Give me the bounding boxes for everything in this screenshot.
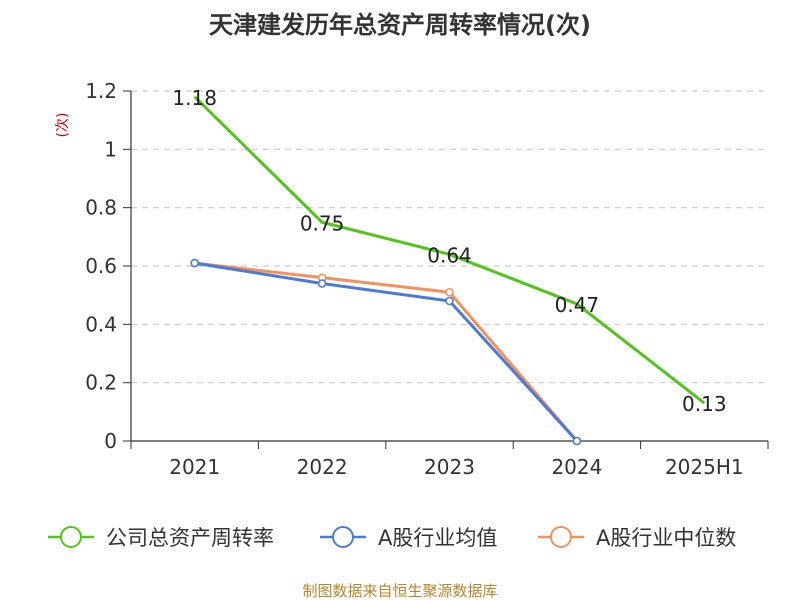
y-tick-label: 1.2 xyxy=(85,79,117,103)
series-group xyxy=(190,95,706,446)
source-note: 制图数据来自恒生聚源数据库 xyxy=(302,582,497,600)
y-tick-label: 0.8 xyxy=(85,196,117,220)
legend-label: A股行业中位数 xyxy=(596,526,736,550)
series-line xyxy=(194,261,579,442)
data-label: 1.18 xyxy=(172,86,217,110)
x-tick-label: 2023 xyxy=(424,455,475,479)
legend-marker xyxy=(550,526,572,548)
x-ticks: 2021 2022 2023 2024 2025H1 xyxy=(169,455,743,479)
y-tick-label: 0.6 xyxy=(85,254,117,278)
legend-item[interactable]: A股行业中位数 xyxy=(538,526,736,550)
y-ticks: 0 0.2 0.4 0.6 0.8 1 1.2 xyxy=(85,79,117,453)
data-point xyxy=(572,436,582,446)
axes xyxy=(123,90,769,449)
x-tick-label: 2024 xyxy=(551,455,602,479)
legend-marker xyxy=(60,526,82,548)
y-axis-label: (次) xyxy=(55,113,71,138)
x-tick-label: 2021 xyxy=(169,455,220,479)
legend-item[interactable]: A股行业均值 xyxy=(320,526,497,550)
y-tick-label: 1 xyxy=(104,137,117,161)
x-tick-label: 2022 xyxy=(297,455,348,479)
series-line xyxy=(194,261,579,443)
data-label: 0.64 xyxy=(427,243,472,267)
data-label: 0.13 xyxy=(682,392,727,416)
data-point xyxy=(445,287,454,297)
legend[interactable]: 公司总资产周转率 A股行业均值 A股行业中位数 xyxy=(48,526,736,550)
data-label: 0.75 xyxy=(300,211,345,235)
y-tick-label: 0.2 xyxy=(85,371,117,395)
data-point xyxy=(317,279,327,288)
x-tick-label: 2025H1 xyxy=(665,455,744,479)
series-line xyxy=(193,95,706,405)
legend-label: A股行业均值 xyxy=(378,526,497,550)
data-point xyxy=(190,258,199,268)
data-point xyxy=(445,296,454,306)
data-labels: 1.18 0.75 0.64 0.47 0.13 xyxy=(172,86,726,416)
y-tick-label: 0.4 xyxy=(85,312,117,336)
legend-item[interactable]: 公司总资产周转率 xyxy=(48,526,274,550)
gridlines xyxy=(131,90,768,384)
data-label: 0.47 xyxy=(555,293,600,317)
y-tick-label: 0 xyxy=(104,429,117,453)
legend-marker xyxy=(332,526,354,548)
chart-title: 天津建发历年总资产周转率情况(次) xyxy=(209,11,591,39)
legend-label: 公司总资产周转率 xyxy=(106,526,274,550)
